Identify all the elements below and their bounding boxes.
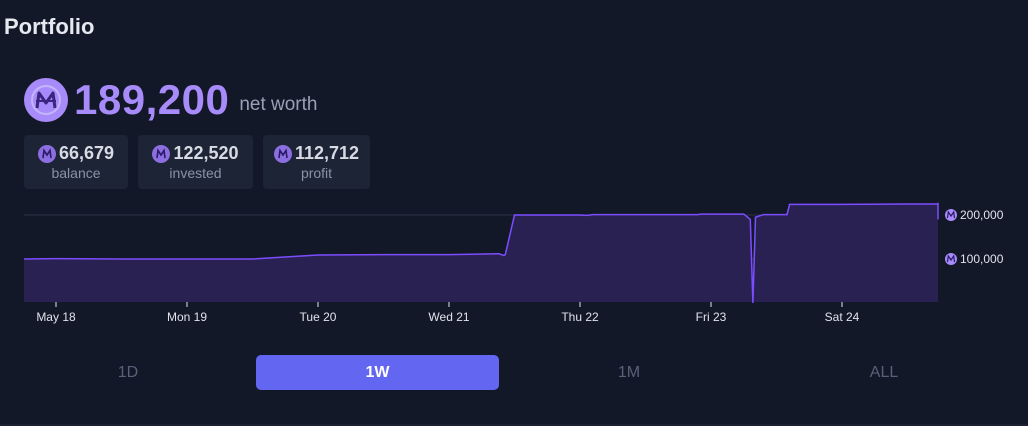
x-tick-label: Thu 22: [561, 310, 599, 324]
net-worth-label: net worth: [239, 94, 318, 115]
chart-area: [24, 202, 938, 303]
portfolio-chart[interactable]: May 18 Mon 19 Tue 20 Wed 21 Thu 22 Fri 23 Sat …: [0, 190, 1028, 330]
portfolio-chart-svg[interactable]: May 18 Mon 19 Tue 20 Wed 21 Thu 22 Fri 23 Sat …: [0, 190, 1028, 330]
stat-value: 122,520: [173, 143, 239, 163]
stat-value: 66,679: [58, 143, 115, 163]
page-title: Portfolio: [4, 14, 95, 39]
range-button-1d[interactable]: 1D: [117, 363, 139, 381]
stat-balance: 66,679 balance: [24, 135, 128, 189]
time-range-selector: 1D 1W 1M ALL: [0, 355, 1028, 391]
mana-coin-icon: [273, 144, 292, 163]
mana-coin-icon: [37, 144, 56, 163]
y-tick-label: 200,000: [945, 208, 1004, 222]
mana-coin-icon: [24, 78, 68, 122]
stat-profit: 112,712 profit: [263, 135, 370, 189]
x-tick-label: Sat 24: [825, 310, 860, 324]
svg-text:100,000: 100,000: [960, 252, 1004, 266]
net-worth-value: 189,200: [74, 76, 230, 123]
x-tick-label: May 18: [36, 310, 76, 324]
stats-row: 66,679 balance 122,520 invested 112,712 …: [24, 135, 370, 189]
divider: [0, 424, 1028, 426]
range-button-1w[interactable]: 1W: [256, 355, 499, 390]
x-tick-label: Mon 19: [167, 310, 207, 324]
x-tick-label: Fri 23: [696, 310, 727, 324]
stat-label: profit: [300, 165, 333, 181]
stat-value: 112,712: [294, 143, 360, 163]
mana-coin-icon: [152, 144, 171, 163]
net-worth-summary: 189,200 net worth: [24, 76, 317, 124]
x-tick-label: Wed 21: [428, 310, 469, 324]
x-tick-label: Tue 20: [300, 310, 337, 324]
svg-text:200,000: 200,000: [960, 208, 1004, 222]
range-button-all[interactable]: ALL: [869, 363, 899, 381]
stat-label: balance: [51, 165, 101, 181]
stat-invested: 122,520 invested: [138, 135, 253, 189]
chart-line: [23, 202, 939, 304]
range-button-1m[interactable]: 1M: [617, 363, 641, 381]
stat-label: invested: [169, 165, 222, 181]
y-tick-label: 100,000: [945, 252, 1004, 266]
